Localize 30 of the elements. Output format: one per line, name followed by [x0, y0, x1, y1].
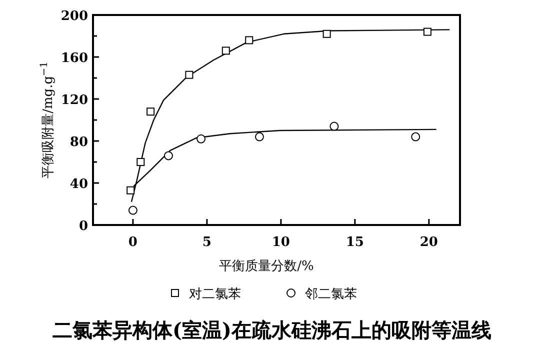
point — [254, 132, 264, 142]
y-tick-label: 120 — [60, 93, 88, 108]
text: 二氯苯异构体(室温)在疏水硅沸石上的吸附等温线 — [52, 318, 492, 342]
point — [126, 186, 135, 194]
point — [423, 28, 432, 36]
y-tick-label: 40 — [70, 177, 88, 192]
point — [322, 30, 331, 38]
point — [136, 158, 145, 166]
point — [245, 36, 254, 44]
x-tick-label: 20 — [420, 235, 438, 250]
line-series — [130, 29, 450, 202]
y-tick-label: 160 — [60, 51, 88, 66]
y-tick-label: 80 — [70, 135, 88, 150]
legend-label: 邻二氯苯 — [305, 287, 357, 302]
x-tick-label: 0 — [128, 235, 138, 250]
point — [222, 46, 230, 55]
point — [146, 108, 155, 116]
x-tick-label: 5 — [202, 235, 212, 250]
point — [411, 132, 420, 142]
x-tick-label: 10 — [272, 235, 290, 250]
y-tick-label: 0 — [78, 219, 88, 234]
x-tick-label: 15 — [346, 235, 364, 250]
point — [196, 134, 206, 144]
point — [330, 122, 339, 131]
point — [185, 70, 194, 79]
legend-label: 对二氯苯 — [189, 287, 241, 302]
point — [164, 151, 173, 160]
y-tick-label: 200 — [60, 9, 88, 24]
x-axis-title: 平衡质量分数/% — [219, 259, 314, 274]
point — [128, 206, 138, 215]
